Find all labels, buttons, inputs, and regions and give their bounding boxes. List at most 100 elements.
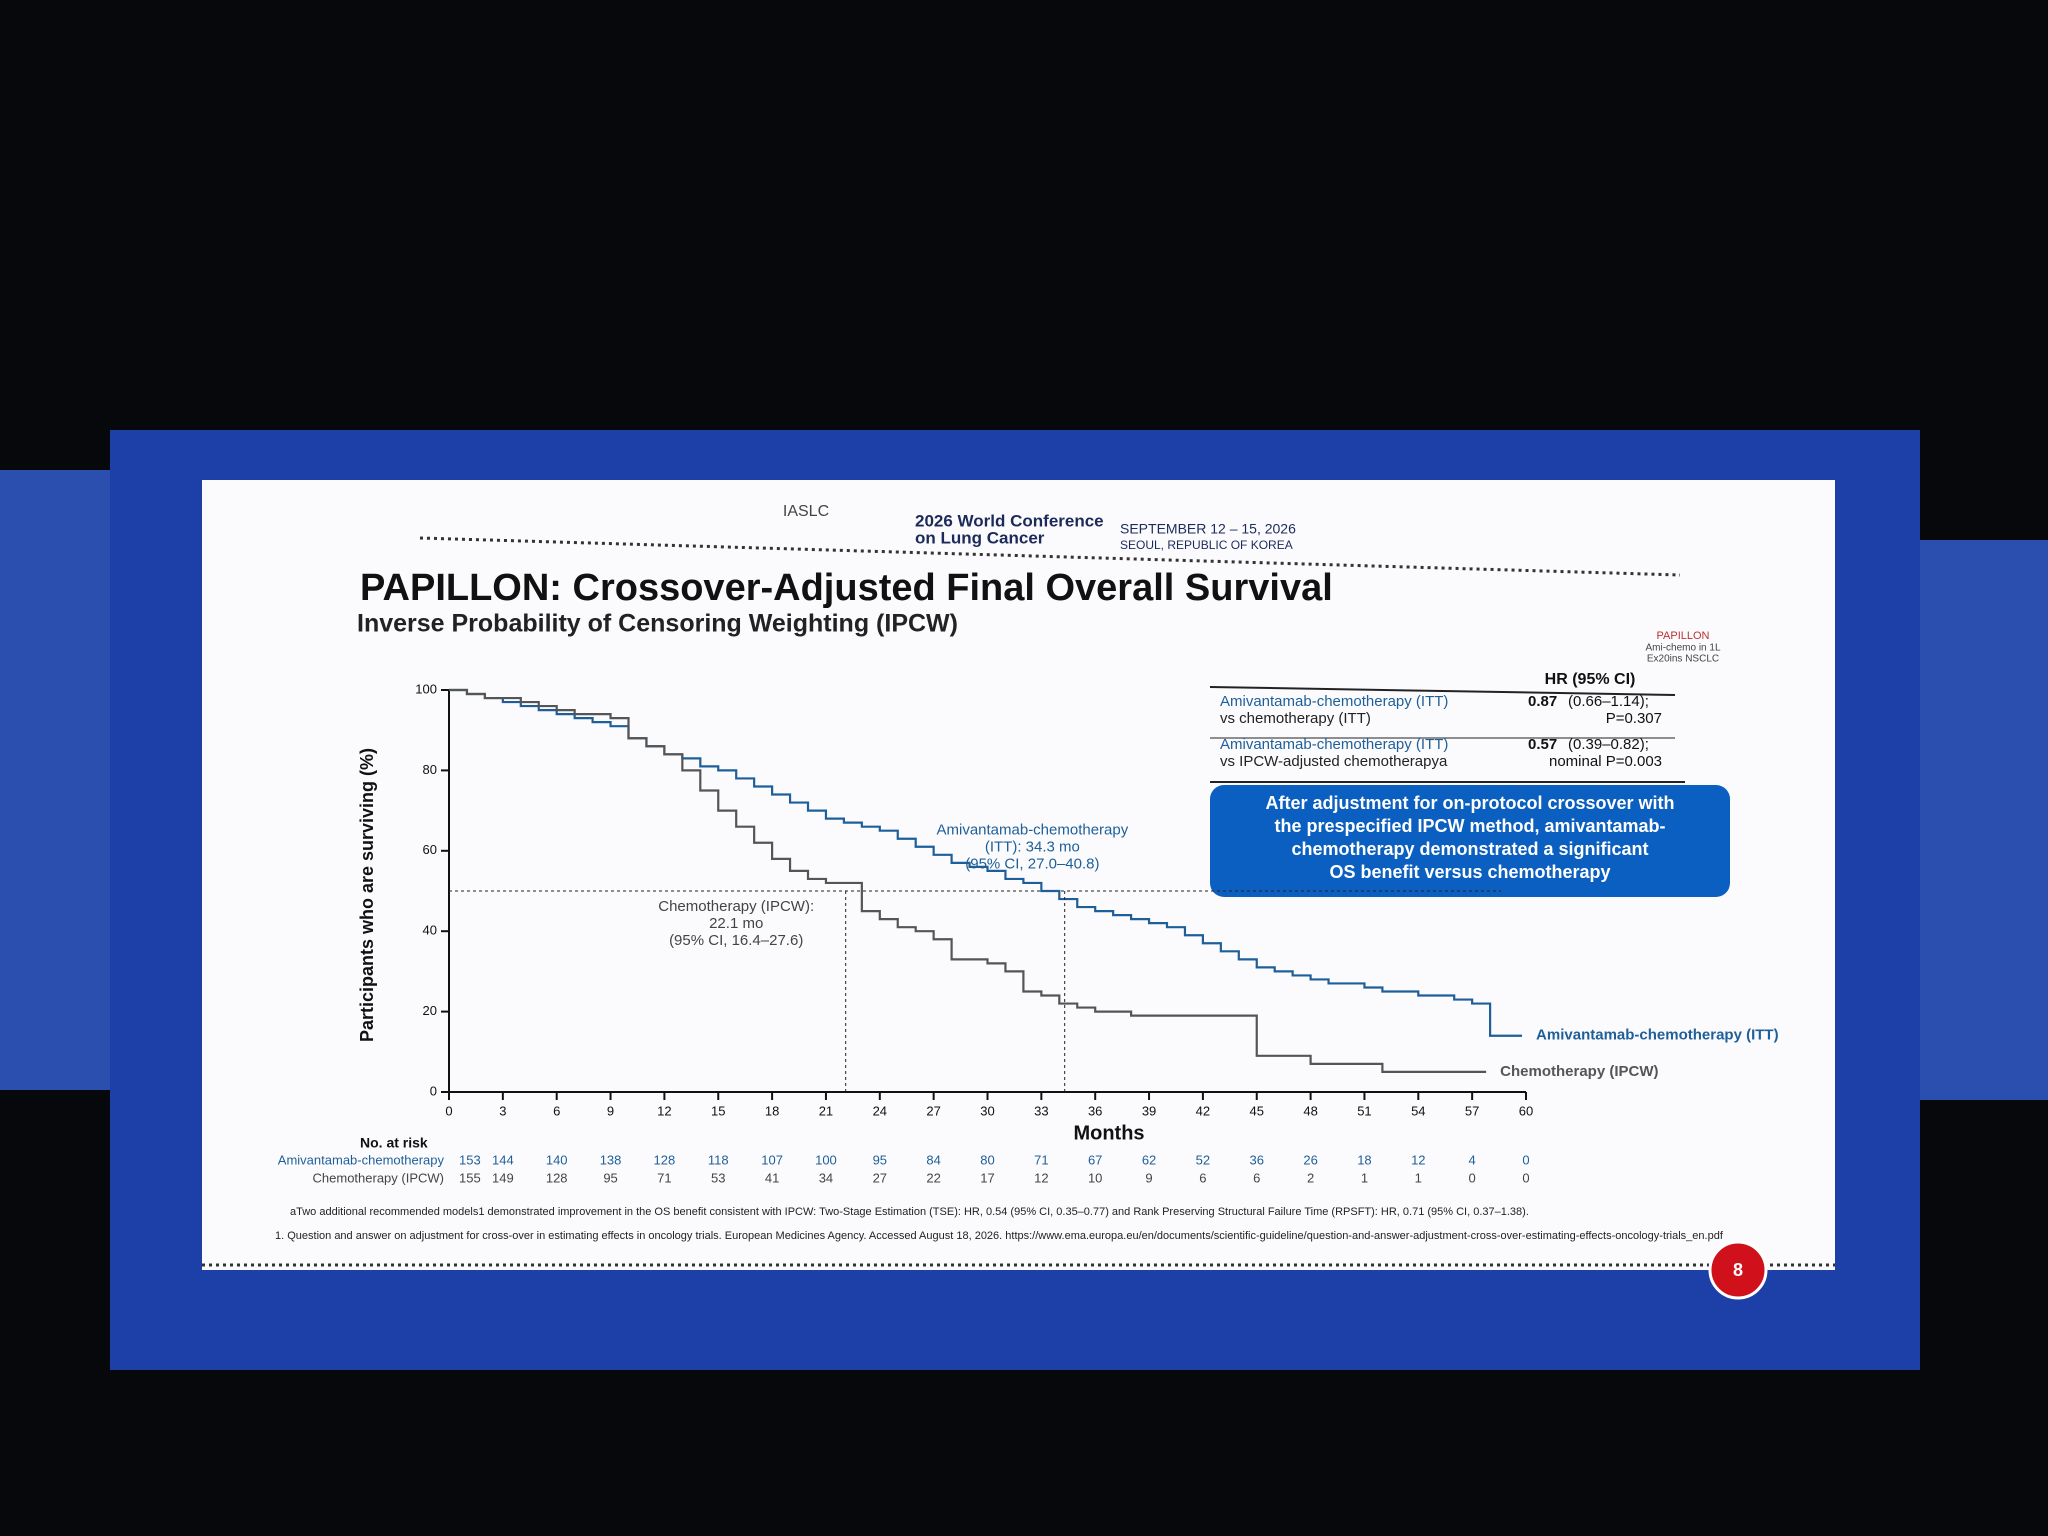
at-risk-count: 0 bbox=[1522, 1152, 1529, 1167]
callout-line: the prespecified IPCW method, amivantama… bbox=[1274, 816, 1665, 836]
x-axis-label: Months bbox=[1073, 1122, 1144, 1144]
x-tick-label: 9 bbox=[607, 1103, 614, 1118]
hr-p: nominal P=0.003 bbox=[1549, 753, 1662, 770]
at-risk-count: 0 bbox=[1469, 1170, 1476, 1185]
logo-text: Ex20ins NSCLC bbox=[1647, 654, 1719, 665]
x-tick-label: 54 bbox=[1411, 1103, 1425, 1118]
x-tick-label: 18 bbox=[765, 1103, 779, 1118]
at-risk-count: 71 bbox=[657, 1170, 671, 1185]
at-risk-count: 1 bbox=[1361, 1170, 1368, 1185]
at-risk-count: 155 bbox=[459, 1170, 481, 1185]
median-annotation: Chemotherapy (IPCW): bbox=[658, 898, 814, 915]
series-end-label: Chemotherapy (IPCW) bbox=[1500, 1063, 1658, 1080]
at-risk-count: 12 bbox=[1411, 1152, 1425, 1167]
x-tick-label: 33 bbox=[1034, 1103, 1048, 1118]
x-tick-label: 3 bbox=[499, 1103, 506, 1118]
median-annotation: (95% CI, 27.0–40.8) bbox=[965, 856, 1099, 873]
at-risk-count: 140 bbox=[546, 1152, 568, 1167]
at-risk-count: 95 bbox=[603, 1170, 617, 1185]
callout-box bbox=[1210, 785, 1730, 897]
x-tick-label: 21 bbox=[819, 1103, 833, 1118]
place: SEOUL, REPUBLIC OF KOREA bbox=[1120, 538, 1293, 552]
y-tick-label: 40 bbox=[423, 923, 437, 938]
at-risk-count: 12 bbox=[1034, 1170, 1048, 1185]
footnote: 1. Question and answer on adjustment for… bbox=[275, 1230, 1724, 1242]
at-risk-count: 144 bbox=[492, 1152, 514, 1167]
logo-text: PAPILLON bbox=[1657, 630, 1710, 642]
at-risk-count: 138 bbox=[600, 1152, 622, 1167]
at-risk-count: 18 bbox=[1357, 1152, 1371, 1167]
median-annotation: Amivantamab-chemotherapy bbox=[936, 822, 1128, 839]
x-tick-label: 12 bbox=[657, 1103, 671, 1118]
hr-value: 0.57 bbox=[1528, 736, 1557, 753]
x-tick-label: 24 bbox=[873, 1103, 887, 1118]
chart-subtitle: Inverse Probability of Censoring Weighti… bbox=[357, 610, 958, 638]
at-risk-count: 6 bbox=[1253, 1170, 1260, 1185]
at-risk-count: 84 bbox=[926, 1152, 940, 1167]
series-end-label: Amivantamab-chemotherapy (ITT) bbox=[1536, 1027, 1779, 1044]
chart-title: PAPILLON: Crossover-Adjusted Final Overa… bbox=[360, 567, 1333, 609]
at-risk-count: 41 bbox=[765, 1170, 779, 1185]
x-tick-label: 0 bbox=[445, 1103, 452, 1118]
hr-table: Amivantamab-chemotherapy (ITT)vs chemoth… bbox=[1220, 693, 1662, 770]
callout-line: chemotherapy demonstrated a significant bbox=[1291, 839, 1648, 859]
y-tick-label: 0 bbox=[430, 1083, 437, 1098]
x-tick-label: 36 bbox=[1088, 1103, 1102, 1118]
hr-row-label: Amivantamab-chemotherapy (ITT) bbox=[1220, 693, 1448, 710]
x-tick-label: 57 bbox=[1465, 1103, 1479, 1118]
at-risk-row-label: Chemotherapy (IPCW) bbox=[313, 1170, 444, 1185]
median-annotation: (ITT): 34.3 mo bbox=[985, 839, 1080, 856]
society: IASLC bbox=[783, 503, 829, 520]
at-risk-count: 128 bbox=[654, 1152, 676, 1167]
x-tick-label: 51 bbox=[1357, 1103, 1371, 1118]
at-risk-count: 153 bbox=[459, 1152, 481, 1167]
at-risk-count: 36 bbox=[1250, 1152, 1264, 1167]
x-tick-label: 6 bbox=[553, 1103, 560, 1118]
at-risk-count: 62 bbox=[1142, 1152, 1156, 1167]
y-tick-label: 80 bbox=[423, 762, 437, 777]
callout-line: After adjustment for on-protocol crossov… bbox=[1265, 793, 1674, 813]
at-risk-count: 4 bbox=[1469, 1152, 1476, 1167]
hr-header: HR (95% CI) bbox=[1545, 671, 1636, 688]
risk-table-title: No. at risk bbox=[360, 1135, 428, 1151]
hr-row-label: vs chemotherapy (ITT) bbox=[1220, 710, 1371, 727]
hr-ci: (0.39–0.82); bbox=[1568, 736, 1649, 753]
y-tick-label: 100 bbox=[415, 681, 437, 696]
callout: After adjustment for on-protocol crossov… bbox=[1265, 793, 1674, 882]
at-risk-count: 26 bbox=[1303, 1152, 1317, 1167]
callout-line: OS benefit versus chemotherapy bbox=[1329, 862, 1610, 882]
logo-text: Ami-chemo in 1L bbox=[1645, 643, 1720, 654]
plot: 0204060801000153155314414961401289138951… bbox=[278, 681, 1779, 1185]
at-risk-count: 9 bbox=[1145, 1170, 1152, 1185]
at-risk-count: 10 bbox=[1088, 1170, 1102, 1185]
hr-rule bbox=[1209, 686, 1676, 696]
x-tick-label: 48 bbox=[1303, 1103, 1317, 1118]
y-axis-label: Participants who are surviving (%) bbox=[357, 748, 377, 1042]
at-risk-count: 53 bbox=[711, 1170, 725, 1185]
hr-value: 0.87 bbox=[1528, 693, 1557, 710]
median-annotation: 22.1 mo bbox=[709, 915, 763, 932]
header-border bbox=[419, 536, 1681, 577]
page-badge bbox=[1708, 1240, 1768, 1300]
x-tick-label: 42 bbox=[1196, 1103, 1210, 1118]
conference: 2026 World Conference bbox=[915, 511, 1104, 530]
at-risk-row-label: Amivantamab-chemotherapy bbox=[278, 1152, 445, 1167]
at-risk-count: 17 bbox=[980, 1170, 994, 1185]
at-risk-count: 100 bbox=[815, 1152, 837, 1167]
x-tick-label: 39 bbox=[1142, 1103, 1156, 1118]
at-risk-count: 2 bbox=[1307, 1170, 1314, 1185]
y-tick-label: 20 bbox=[423, 1003, 437, 1018]
at-risk-count: 107 bbox=[761, 1152, 783, 1167]
at-risk-count: 71 bbox=[1034, 1152, 1048, 1167]
at-risk-count: 80 bbox=[980, 1152, 994, 1167]
footnote: aTwo additional recommended models1 demo… bbox=[290, 1206, 1529, 1218]
at-risk-count: 0 bbox=[1522, 1170, 1529, 1185]
at-risk-count: 149 bbox=[492, 1170, 514, 1185]
x-tick-label: 15 bbox=[711, 1103, 725, 1118]
x-tick-label: 45 bbox=[1250, 1103, 1264, 1118]
hr-row-label: Amivantamab-chemotherapy (ITT) bbox=[1220, 736, 1448, 753]
x-tick-label: 30 bbox=[980, 1103, 994, 1118]
at-risk-count: 34 bbox=[819, 1170, 833, 1185]
survival-curve bbox=[449, 688, 1487, 1073]
